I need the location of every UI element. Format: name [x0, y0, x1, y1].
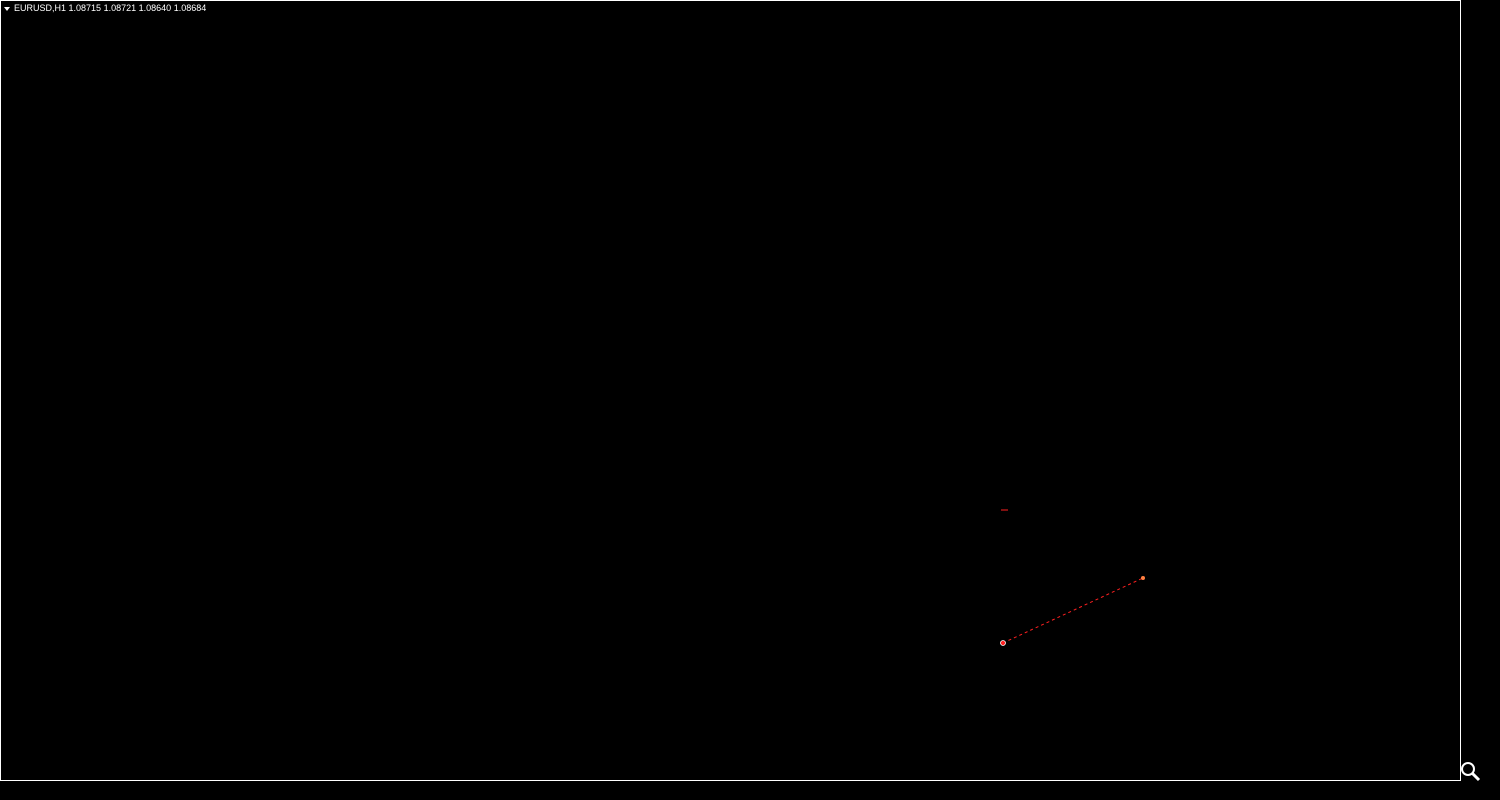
zoom-icon[interactable] — [1461, 762, 1481, 782]
last-close: 1.08684 — [174, 3, 207, 13]
trade-close — [1141, 576, 1145, 580]
zoom-lens[interactable] — [1461, 762, 1475, 776]
trade-open — [1000, 640, 1006, 646]
chart-header: EURUSD,H1 1.08715 1.08721 1.08640 1.0868… — [4, 3, 206, 13]
last-open: 1.08715 — [69, 3, 102, 13]
header-text: EURUSD,H1 1.08715 1.08721 1.08640 1.0868… — [14, 3, 206, 13]
last-low: 1.08640 — [139, 3, 172, 13]
symbol: EURUSD,H1 — [14, 3, 66, 13]
plot-frame — [0, 0, 1461, 781]
trade-markers — [1000, 509, 1145, 646]
zoom-handle[interactable] — [1470, 771, 1481, 782]
last-high: 1.08721 — [104, 3, 137, 13]
trade-line — [1002, 577, 1144, 644]
header-arrow — [4, 7, 10, 11]
